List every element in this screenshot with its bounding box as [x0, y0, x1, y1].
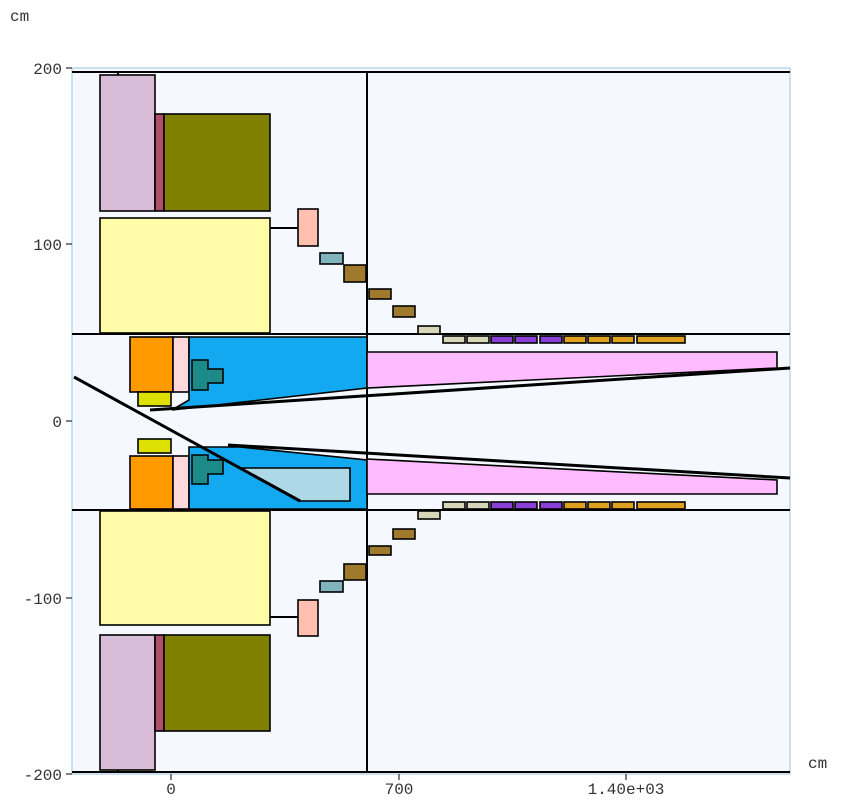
axis-ticks: 200 100 0 -100 -200 0 700 1.40e+03	[24, 61, 665, 799]
y-tick-label: 200	[33, 61, 62, 79]
pale-strip-top	[172, 336, 190, 393]
x-tick-label: 700	[385, 781, 414, 799]
x-tick: 700	[385, 774, 414, 799]
salmon-block-bottom	[297, 599, 319, 637]
yellow-green-block-bottom	[137, 438, 172, 454]
y-axis-unit-label: cm	[10, 8, 29, 26]
y-tick-label: 100	[33, 237, 62, 255]
x-tick: 1.40e+03	[588, 774, 665, 799]
y-tick: 200	[33, 61, 72, 79]
crimson-strip-bottom	[154, 634, 165, 732]
y-tick-label: -200	[24, 767, 62, 785]
pink-cone-bottom	[366, 458, 778, 495]
salmon-block-top	[297, 208, 319, 247]
teal-stack-bottom	[191, 454, 224, 485]
beam-line-bottom	[227, 443, 791, 480]
azure-region-top	[171, 336, 368, 411]
segment-chain-top	[319, 252, 686, 344]
lavender-block-bottom	[99, 634, 156, 771]
yellow-green-block-top	[137, 391, 172, 407]
beam-line-top	[149, 366, 791, 412]
lavender-block-top	[99, 74, 156, 212]
olive-block-top	[163, 113, 271, 212]
orange-block-bottom	[129, 455, 174, 510]
x-tick-label: 1.40e+03	[588, 781, 665, 799]
y-tick-label: 0	[52, 414, 62, 432]
teal-stack-top	[191, 359, 224, 391]
y-tick: -200	[24, 767, 72, 785]
pale-strip-bottom	[172, 455, 190, 510]
x-tick: 0	[166, 774, 176, 799]
segment-chain-bottom	[319, 501, 686, 593]
yellow-block-bottom	[99, 510, 271, 626]
yellow-block-top	[99, 217, 271, 334]
y-tick: 100	[33, 237, 72, 255]
orange-block-top	[129, 336, 174, 393]
y-tick: 0	[52, 414, 72, 432]
olive-block-bottom	[163, 634, 271, 732]
y-tick-label: -100	[24, 591, 62, 609]
x-tick-label: 0	[166, 781, 176, 799]
x-axis-unit-label: cm	[808, 755, 827, 773]
crimson-strip-top	[154, 113, 165, 212]
y-tick: -100	[24, 591, 72, 609]
diagonal-crossing-line	[73, 375, 301, 503]
geometry-shapes	[72, 71, 791, 773]
